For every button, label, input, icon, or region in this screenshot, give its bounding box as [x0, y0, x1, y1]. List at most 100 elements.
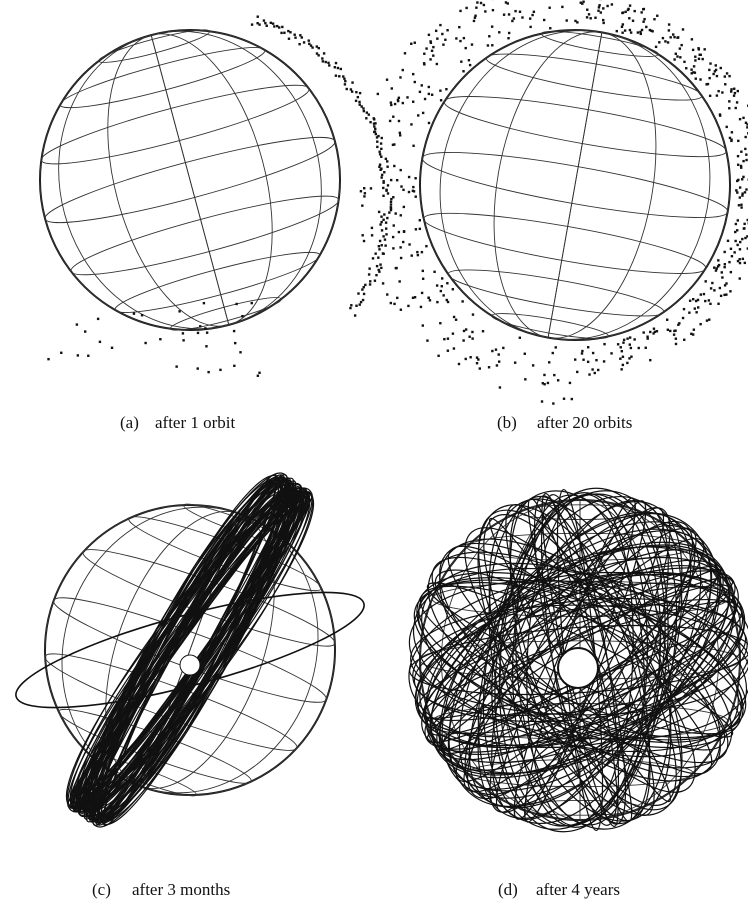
debris	[427, 296, 430, 299]
debris	[708, 318, 711, 321]
debris	[386, 184, 390, 187]
debris	[378, 165, 381, 168]
debris	[392, 224, 395, 227]
orbit	[413, 604, 747, 716]
debris	[736, 259, 740, 263]
debris	[490, 25, 494, 28]
debris	[416, 253, 420, 257]
debris	[421, 111, 425, 115]
debris	[396, 296, 399, 300]
debris	[738, 117, 742, 121]
debris	[678, 47, 682, 50]
debris	[289, 31, 292, 34]
debris	[459, 9, 462, 13]
debris	[377, 256, 380, 259]
debris	[744, 121, 748, 124]
debris	[597, 368, 600, 372]
debris	[581, 2, 584, 5]
debris	[384, 221, 388, 224]
debris	[709, 287, 713, 290]
caption-label: (c)	[92, 880, 111, 899]
debris	[433, 270, 436, 274]
orbit	[91, 476, 289, 824]
debris	[380, 147, 383, 151]
debris	[140, 314, 144, 317]
debris	[692, 328, 696, 331]
debris	[702, 292, 706, 296]
debris	[361, 234, 364, 237]
debris	[232, 329, 236, 333]
debris	[707, 299, 711, 302]
orbit	[464, 527, 696, 793]
debris	[205, 345, 208, 348]
debris	[621, 23, 625, 26]
debris	[400, 185, 403, 188]
debris	[694, 55, 697, 58]
debris	[439, 99, 443, 102]
debris	[715, 94, 719, 97]
debris	[691, 48, 695, 52]
debris	[395, 266, 398, 270]
debris	[565, 19, 568, 22]
debris	[730, 88, 733, 91]
debris	[586, 8, 589, 11]
graticule	[44, 503, 336, 797]
debris	[586, 346, 590, 349]
debris	[393, 102, 397, 106]
debris	[343, 83, 347, 86]
debris	[358, 103, 361, 106]
debris	[379, 223, 382, 226]
graticule	[419, 29, 731, 341]
globe	[408, 487, 748, 833]
debris	[379, 142, 383, 145]
debris	[468, 335, 471, 338]
debris	[616, 343, 620, 346]
debris	[370, 226, 374, 230]
debris	[620, 368, 623, 371]
debris	[414, 177, 417, 180]
debris	[629, 346, 633, 350]
debris	[677, 323, 680, 326]
debris	[374, 122, 377, 125]
debris	[380, 155, 383, 158]
debris	[699, 293, 702, 296]
debris	[494, 348, 498, 351]
debris	[479, 1, 483, 5]
debris	[459, 39, 462, 43]
debris	[382, 181, 385, 184]
debris	[375, 273, 378, 277]
orbit	[483, 514, 677, 806]
debris	[339, 67, 343, 71]
debris	[378, 248, 381, 251]
debris	[709, 62, 712, 65]
debris	[324, 60, 327, 64]
debris	[740, 203, 743, 206]
orbit	[419, 585, 741, 735]
debris	[556, 379, 560, 382]
debris	[435, 284, 439, 287]
debris	[694, 299, 698, 303]
debris	[723, 284, 727, 287]
debris	[407, 175, 411, 179]
debris	[610, 3, 614, 6]
debris	[258, 371, 261, 374]
debris	[732, 94, 736, 97]
debris	[561, 5, 564, 9]
debris	[410, 123, 413, 126]
debris	[369, 280, 372, 283]
debris	[586, 360, 590, 364]
debris	[398, 134, 402, 137]
debris	[336, 66, 340, 70]
debris	[380, 173, 384, 177]
debris	[360, 105, 363, 108]
debris	[432, 54, 435, 57]
debris	[413, 296, 417, 299]
debris	[495, 364, 499, 367]
debris	[622, 338, 626, 342]
debris	[380, 229, 384, 232]
debris	[349, 306, 352, 310]
debris	[418, 227, 422, 231]
debris	[746, 126, 748, 129]
debris	[389, 207, 393, 210]
debris	[481, 330, 485, 333]
